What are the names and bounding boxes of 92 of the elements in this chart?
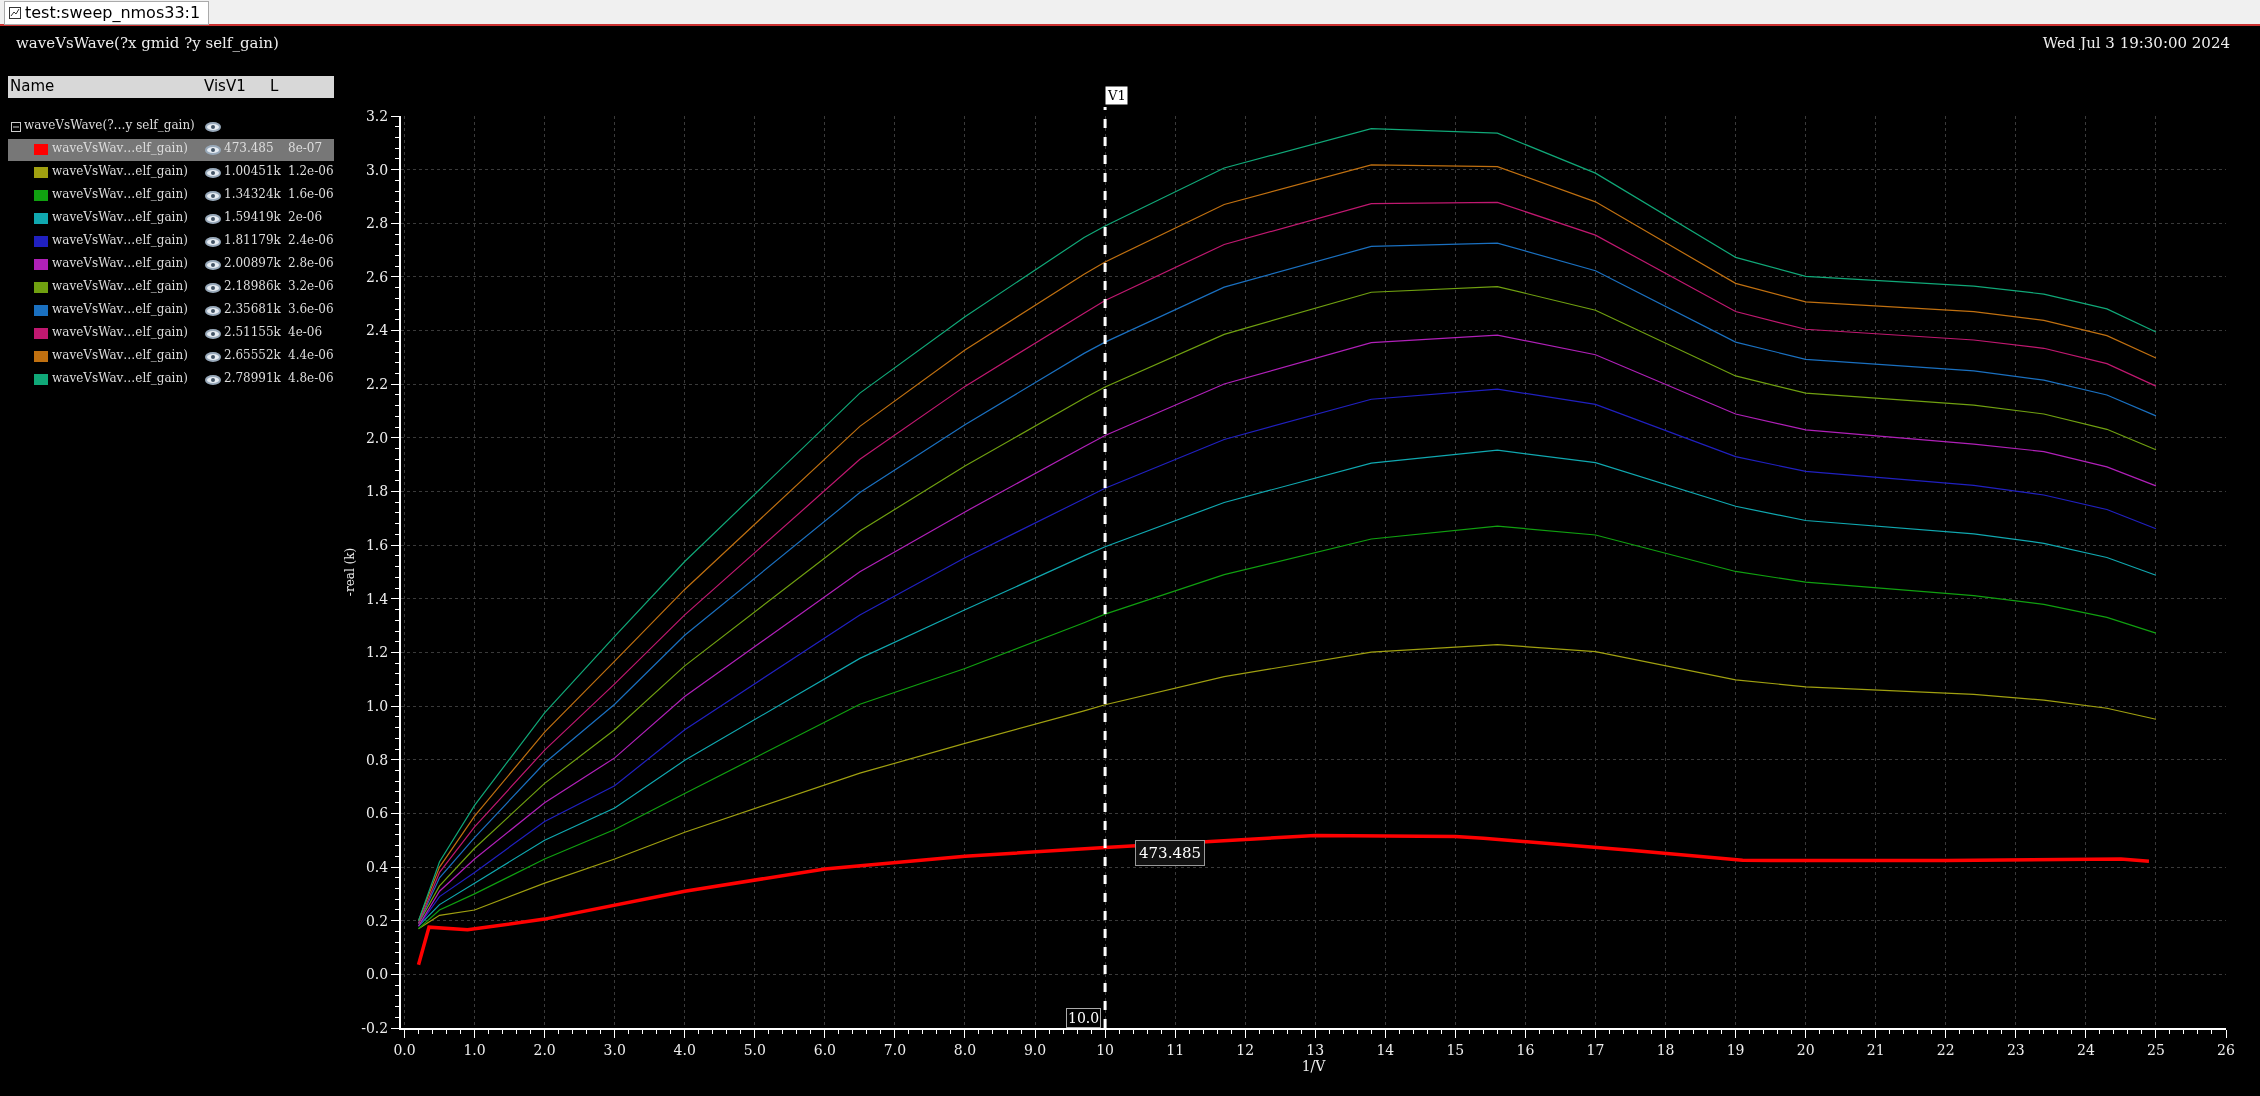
legend-label: waveVsWav…elf_gain)	[52, 141, 188, 155]
y-tick-label: 2.0	[365, 429, 389, 446]
text: 2.51155k	[224, 325, 281, 339]
text: 1.81179k	[224, 233, 281, 247]
x-tick-label: 13	[1306, 1041, 1325, 1058]
text: 1.2e-06	[288, 164, 334, 178]
x-tick-label: 10	[1096, 1041, 1114, 1058]
text: 8e-07	[288, 141, 323, 155]
x-tick-label: 3.0	[603, 1041, 626, 1058]
y-tick-label: 3.2	[365, 107, 389, 124]
y-axis-title: -real (k)	[343, 547, 357, 597]
x-tick-label: 24	[2076, 1041, 2095, 1058]
text: Vis	[204, 77, 226, 95]
y-tick-label: 0.2	[365, 912, 389, 929]
y-tick-label: 0.4	[365, 858, 389, 875]
x-tick-label: 0.0	[393, 1041, 416, 1058]
legend-label: waveVsWav…elf_gain)	[52, 187, 188, 201]
line-series	[416, 833, 2151, 967]
text: Name	[10, 77, 55, 95]
y-tick-label: 0.0	[365, 966, 389, 983]
text: 4.8e-06	[288, 371, 334, 385]
x-tick-label: 4.0	[673, 1041, 696, 1058]
text: waveVsWave(?x gmid ?y self_gain)	[16, 34, 279, 52]
x-tick-label: 1.0	[463, 1041, 486, 1058]
x-tick-label: 20	[1796, 1041, 1815, 1058]
y-tick-label: 1.0	[365, 698, 389, 715]
text: 473.485	[224, 141, 274, 155]
legend-label: waveVsWav…elf_gain)	[52, 256, 188, 270]
y-tick-label: 1.6	[365, 537, 389, 554]
y-tick-label: 1.8	[365, 483, 389, 500]
x-axis-title: 1/V	[1301, 1057, 1327, 1074]
text: 2.18986k	[224, 279, 281, 293]
text: 2.35681k	[224, 302, 281, 316]
y-tick-label: 0.6	[365, 805, 389, 822]
x-tick-label: 26	[2217, 1041, 2235, 1058]
legend-label: waveVsWav…elf_gain)	[52, 279, 188, 293]
text: 2.65552k	[224, 348, 281, 362]
text: 2.00897k	[224, 256, 281, 270]
y-tick-label: 0.8	[365, 751, 389, 768]
text: 2e-06	[288, 210, 323, 224]
text: 3.6e-06	[288, 302, 334, 316]
text: V1	[226, 77, 246, 95]
x-tick-label: 7.0	[883, 1041, 907, 1058]
y-tick-label: 3.0	[365, 161, 389, 178]
annotation: 473.485	[1139, 844, 1202, 862]
x-tick-label: 23	[2006, 1041, 2025, 1058]
text: 4e-06	[288, 325, 323, 339]
text: L	[270, 77, 279, 95]
y-tick-label: 1.2	[365, 644, 389, 661]
x-tick-label: 8.0	[953, 1041, 977, 1058]
legend-label: waveVsWav…elf_gain)	[52, 302, 188, 316]
y-tick-label: 2.8	[365, 215, 389, 232]
x-tick-label: 2.0	[533, 1041, 556, 1058]
legend-label: waveVsWav…elf_gain)	[52, 164, 188, 178]
x-tick-label: 6.0	[813, 1041, 836, 1058]
text: 1.59419k	[224, 210, 281, 224]
x-tick-label: 9.0	[1023, 1041, 1047, 1058]
x-tick-label: 14	[1376, 1041, 1395, 1058]
x-tick-label: 21	[1866, 1041, 1885, 1058]
text: 4.4e-06	[288, 348, 334, 362]
legend-label: waveVsWav…elf_gain)	[52, 371, 188, 385]
x-tick-label: 17	[1586, 1041, 1605, 1058]
x-tick-label: 25	[2147, 1041, 2165, 1058]
text: 1.00451k	[224, 164, 281, 178]
x-tick-label: 11	[1166, 1041, 1185, 1058]
line-series	[417, 525, 2157, 930]
legend-label: waveVsWav…elf_gain)	[52, 325, 188, 339]
x-tick-label: 18	[1656, 1041, 1675, 1058]
y-tick-label: -0.2	[361, 1019, 389, 1036]
x-tick-label: 5.0	[743, 1041, 766, 1058]
legend-label: waveVsWav…elf_gain)	[52, 348, 188, 362]
text: 3.2e-06	[288, 279, 334, 293]
x-tick-label: 15	[1446, 1041, 1465, 1058]
text: 2.4e-06	[288, 233, 334, 247]
legend-label: waveVsWav…elf_gain)	[52, 233, 188, 247]
legend-title: waveVsWave(?…y self_gain)	[24, 118, 195, 132]
text: test:sweep_nmos33:1	[25, 2, 201, 24]
y-tick-label: 1.4	[365, 590, 389, 607]
text: 2.78991k	[224, 371, 281, 385]
y-tick-label: 2.6	[365, 268, 389, 285]
x-tick-label: 12	[1236, 1041, 1255, 1058]
x-tick-label: 22	[1936, 1041, 1955, 1058]
y-tick-label: 2.2	[365, 376, 389, 393]
x-tick-label: 19	[1726, 1041, 1745, 1058]
annotation: 10.0	[1068, 1010, 1100, 1026]
legend-label: waveVsWav…elf_gain)	[52, 210, 188, 224]
ref-line-label: V1	[1107, 88, 1126, 103]
y-tick-label: 2.4	[365, 322, 389, 339]
text: 1.34324k	[224, 187, 281, 201]
text: 2.8e-06	[288, 256, 334, 270]
x-tick-label: 16	[1516, 1041, 1535, 1058]
text: 1.6e-06	[288, 187, 334, 201]
